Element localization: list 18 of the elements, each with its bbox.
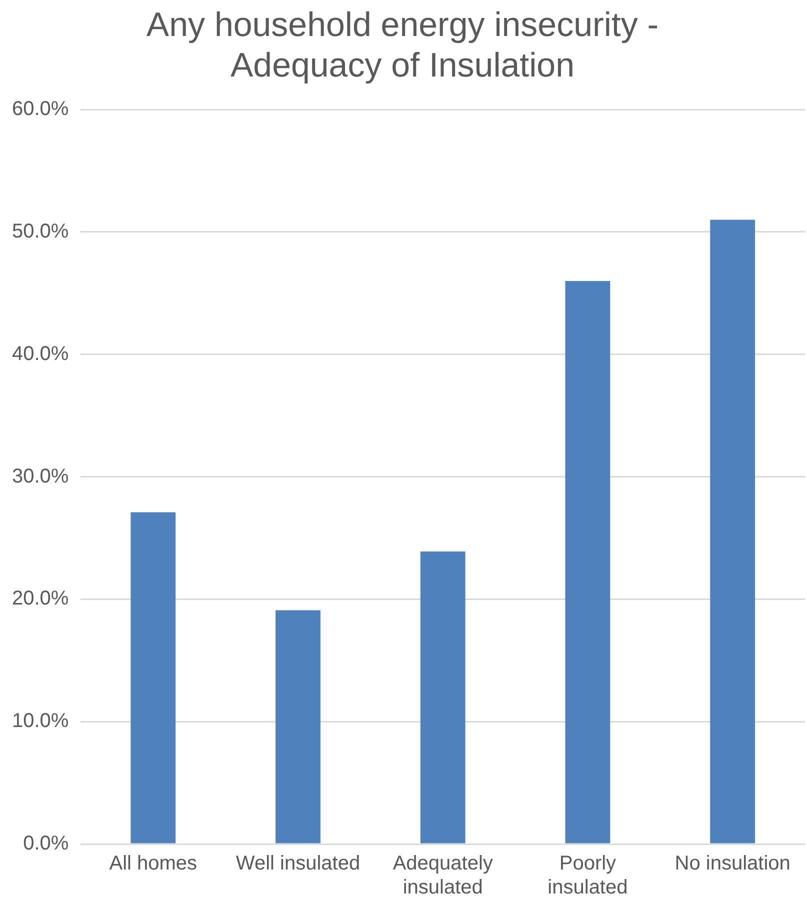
y-tick-label: 60.0%	[12, 98, 69, 120]
y-tick-label: 20.0%	[12, 588, 69, 610]
x-tick-label: All homes	[109, 852, 198, 875]
x-tick-label: Adequately insulated	[392, 852, 493, 899]
y-tick-label: 0.0%	[23, 832, 69, 855]
y-tick-label: 10.0%	[12, 710, 69, 732]
bar	[130, 512, 176, 844]
bar	[420, 551, 466, 844]
bar	[710, 220, 756, 844]
y-tick-label: 50.0%	[12, 220, 69, 243]
chart-title: Any household energy insecurity - Adequacy of Insulation	[146, 6, 659, 85]
bar	[565, 280, 610, 844]
y-tick-label: 30.0%	[12, 465, 69, 488]
x-tick-label: No insulation	[674, 852, 790, 875]
y-tick-label: 40.0%	[12, 342, 69, 365]
x-tick-label: Poorly insulated	[548, 852, 628, 899]
bar	[276, 610, 320, 844]
x-tick-label: Well insulated	[236, 852, 360, 875]
